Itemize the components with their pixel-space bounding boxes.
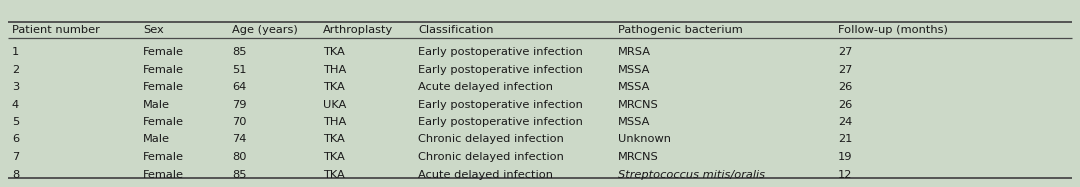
Text: 85: 85 [232,169,246,180]
Text: MRCNS: MRCNS [618,99,659,110]
Text: Streptococcus mitis/oralis: Streptococcus mitis/oralis [618,169,765,180]
Text: 3: 3 [12,82,19,92]
Text: UKA: UKA [323,99,347,110]
Text: Male: Male [143,99,170,110]
Text: Female: Female [143,47,184,57]
Text: TKA: TKA [323,47,345,57]
Text: 26: 26 [838,82,852,92]
Text: 79: 79 [232,99,246,110]
Text: 64: 64 [232,82,246,92]
Text: Female: Female [143,82,184,92]
Text: MSSA: MSSA [618,65,650,74]
Text: 1: 1 [12,47,19,57]
Text: Unknown: Unknown [618,134,671,145]
Text: MSSA: MSSA [618,117,650,127]
Text: 5: 5 [12,117,19,127]
Text: 51: 51 [232,65,246,74]
Text: 27: 27 [838,47,852,57]
Text: 80: 80 [232,152,246,162]
Text: MRCNS: MRCNS [618,152,659,162]
Text: Female: Female [143,169,184,180]
Text: MSSA: MSSA [618,82,650,92]
Text: Arthroplasty: Arthroplasty [323,25,393,35]
Text: 70: 70 [232,117,246,127]
Text: Age (years): Age (years) [232,25,298,35]
Text: Pathogenic bacterium: Pathogenic bacterium [618,25,743,35]
Text: Female: Female [143,65,184,74]
Text: TKA: TKA [323,134,345,145]
Text: TKA: TKA [323,169,345,180]
Text: Chronic delayed infection: Chronic delayed infection [418,134,564,145]
Text: THA: THA [323,65,347,74]
Text: Follow-up (months): Follow-up (months) [838,25,948,35]
Text: TKA: TKA [323,82,345,92]
Text: 12: 12 [838,169,852,180]
Text: 27: 27 [838,65,852,74]
Text: Early postoperative infection: Early postoperative infection [418,99,583,110]
Text: Acute delayed infection: Acute delayed infection [418,82,553,92]
Text: 74: 74 [232,134,246,145]
Text: Acute delayed infection: Acute delayed infection [418,169,553,180]
Text: Early postoperative infection: Early postoperative infection [418,117,583,127]
Text: 7: 7 [12,152,19,162]
Text: 85: 85 [232,47,246,57]
Text: THA: THA [323,117,347,127]
Text: Sex: Sex [143,25,164,35]
Text: Chronic delayed infection: Chronic delayed infection [418,152,564,162]
Text: Female: Female [143,152,184,162]
Text: Classification: Classification [418,25,494,35]
Text: Early postoperative infection: Early postoperative infection [418,47,583,57]
Text: Male: Male [143,134,170,145]
Text: 21: 21 [838,134,852,145]
Text: 19: 19 [838,152,852,162]
Text: Female: Female [143,117,184,127]
Text: 4: 4 [12,99,19,110]
Text: 24: 24 [838,117,852,127]
Text: Early postoperative infection: Early postoperative infection [418,65,583,74]
Text: TKA: TKA [323,152,345,162]
Text: 8: 8 [12,169,19,180]
Text: 2: 2 [12,65,19,74]
Text: 26: 26 [838,99,852,110]
Text: 6: 6 [12,134,19,145]
Text: Patient number: Patient number [12,25,99,35]
Text: MRSA: MRSA [618,47,651,57]
